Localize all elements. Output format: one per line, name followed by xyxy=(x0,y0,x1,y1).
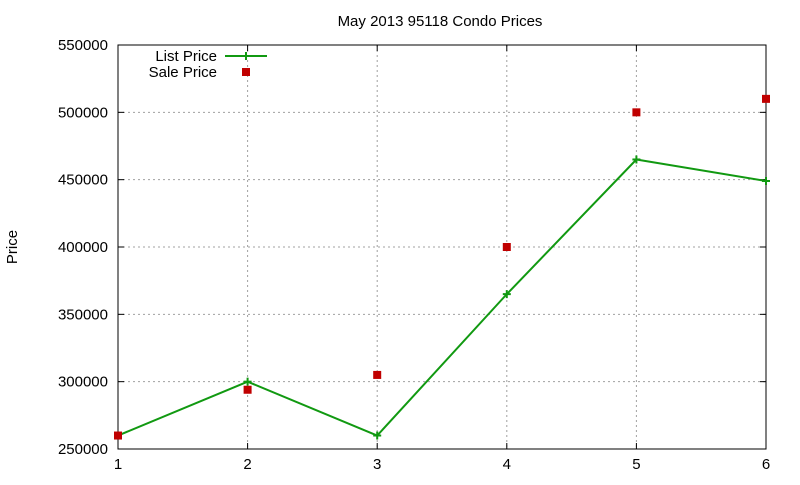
y-tick-label: 250000 xyxy=(58,441,108,458)
list-price-point xyxy=(243,377,252,386)
list-price-line xyxy=(117,158,767,437)
y-axis-label: Price xyxy=(4,230,21,264)
legend-label: Sale Price xyxy=(149,64,217,81)
list-price-point xyxy=(762,177,770,186)
sale-price-point xyxy=(632,108,641,117)
x-tick-label: 1 xyxy=(114,456,122,473)
axes: 1 2 3 4 5 6 250000 300000 350000 400000 450000 5000… xyxy=(58,37,770,473)
x-tick-label: 3 xyxy=(373,456,381,473)
legend-label: List Price xyxy=(155,48,217,65)
grid xyxy=(118,45,766,449)
y-tick-label: 400000 xyxy=(58,239,108,256)
y-tick-label: 500000 xyxy=(58,104,108,121)
legend-marker xyxy=(242,52,250,60)
list-price-point xyxy=(502,290,511,299)
sale-price-point xyxy=(502,243,511,251)
y-tick-label: 300000 xyxy=(58,374,108,391)
sale-price-point xyxy=(243,385,252,394)
sale-price-point xyxy=(114,431,122,440)
x-tick-label: 4 xyxy=(503,456,511,473)
sale-price-point xyxy=(762,94,770,103)
y-tick-label: 350000 xyxy=(58,306,108,323)
chart-title: May 2013 95118 Condo Prices xyxy=(338,13,543,30)
y-tick-label: 550000 xyxy=(58,37,108,54)
plot-series xyxy=(114,94,770,440)
x-tick-label: 6 xyxy=(762,456,770,473)
list-price-point xyxy=(632,155,641,164)
list-price-point xyxy=(373,431,382,440)
y-tick-label: 450000 xyxy=(58,172,108,189)
x-tick-label: 5 xyxy=(632,456,640,473)
legend-marker xyxy=(242,68,250,76)
sale-price-point xyxy=(373,370,382,379)
x-tick-label: 2 xyxy=(243,456,251,473)
